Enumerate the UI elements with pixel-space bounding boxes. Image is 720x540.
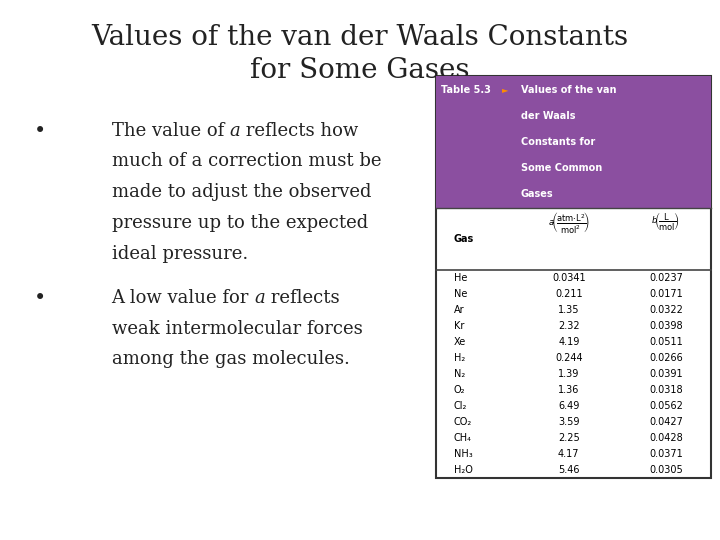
Text: 0.0305: 0.0305: [649, 465, 683, 475]
Text: •: •: [33, 122, 46, 140]
Text: pressure up to the expected: pressure up to the expected: [112, 214, 368, 232]
Text: made to adjust the observed: made to adjust the observed: [112, 183, 371, 201]
Text: much of a correction must be: much of a correction must be: [112, 152, 381, 170]
Text: O₂: O₂: [454, 385, 465, 395]
Text: The value of: The value of: [112, 122, 230, 139]
Bar: [436, 76, 711, 478]
Text: Constants for: Constants for: [521, 137, 595, 147]
Text: 0.0371: 0.0371: [649, 449, 683, 459]
Text: N₂: N₂: [454, 369, 465, 379]
Text: 0.0427: 0.0427: [649, 417, 683, 427]
Text: 0.0391: 0.0391: [649, 369, 683, 379]
Text: $a\!\left(\!\dfrac{\mathrm{atm{\cdot}L^2}}{\mathrm{mol^2}}\!\right)$: $a\!\left(\!\dfrac{\mathrm{atm{\cdot}L^2…: [548, 211, 590, 236]
Text: 4.19: 4.19: [558, 338, 580, 347]
Text: for Some Gases: for Some Gases: [251, 57, 469, 84]
Text: Kr: Kr: [454, 321, 464, 332]
Text: 0.0266: 0.0266: [649, 353, 683, 363]
Text: 5.46: 5.46: [558, 465, 580, 475]
Text: CO₂: CO₂: [454, 417, 472, 427]
Text: A low value for: A low value for: [112, 289, 255, 307]
Text: weak intermolecular forces: weak intermolecular forces: [112, 320, 362, 338]
Text: Table 5.3: Table 5.3: [441, 85, 491, 96]
Text: H₂O: H₂O: [454, 465, 472, 475]
Bar: [436, 76, 711, 208]
Text: 0.0237: 0.0237: [649, 273, 683, 284]
Text: 0.0341: 0.0341: [552, 273, 585, 284]
Text: Ar: Ar: [454, 305, 464, 315]
Text: ideal pressure.: ideal pressure.: [112, 245, 248, 262]
Text: 0.0171: 0.0171: [649, 289, 683, 299]
Text: der Waals: der Waals: [521, 111, 575, 122]
Text: He: He: [454, 273, 467, 284]
Text: ►: ►: [502, 85, 508, 94]
Text: Values of the van der Waals Constants: Values of the van der Waals Constants: [91, 24, 629, 51]
Text: 4.17: 4.17: [558, 449, 580, 459]
Text: $b\!\left(\!\dfrac{\mathrm{L}}{\mathrm{mol}}\!\right)$: $b\!\left(\!\dfrac{\mathrm{L}}{\mathrm{m…: [652, 211, 680, 233]
Text: reflects how: reflects how: [240, 122, 359, 139]
Text: 1.39: 1.39: [558, 369, 580, 379]
Text: 6.49: 6.49: [558, 401, 580, 411]
Text: 0.0318: 0.0318: [649, 385, 683, 395]
Text: 0.0428: 0.0428: [649, 433, 683, 443]
Text: CH₄: CH₄: [454, 433, 472, 443]
Text: 0.0322: 0.0322: [649, 305, 683, 315]
Text: 0.0562: 0.0562: [649, 401, 683, 411]
Text: 0.0511: 0.0511: [649, 338, 683, 347]
Text: 1.36: 1.36: [558, 385, 580, 395]
Text: Gas: Gas: [454, 234, 474, 245]
Text: Values of the van: Values of the van: [521, 85, 616, 96]
Text: H₂: H₂: [454, 353, 465, 363]
Text: 0.244: 0.244: [555, 353, 582, 363]
Text: 0.0398: 0.0398: [649, 321, 683, 332]
Text: 0.211: 0.211: [555, 289, 582, 299]
Text: Gases: Gases: [521, 189, 553, 199]
Text: 2.25: 2.25: [558, 433, 580, 443]
Text: Xe: Xe: [454, 338, 466, 347]
Text: Ne: Ne: [454, 289, 467, 299]
Text: •: •: [33, 289, 46, 308]
Text: a: a: [255, 289, 266, 307]
Text: NH₃: NH₃: [454, 449, 472, 459]
Text: Some Common: Some Common: [521, 163, 602, 173]
Text: Cl₂: Cl₂: [454, 401, 467, 411]
Text: 2.32: 2.32: [558, 321, 580, 332]
Text: 1.35: 1.35: [558, 305, 580, 315]
Text: among the gas molecules.: among the gas molecules.: [112, 350, 349, 368]
Text: reflects: reflects: [266, 289, 340, 307]
Text: 3.59: 3.59: [558, 417, 580, 427]
Text: a: a: [230, 122, 240, 139]
